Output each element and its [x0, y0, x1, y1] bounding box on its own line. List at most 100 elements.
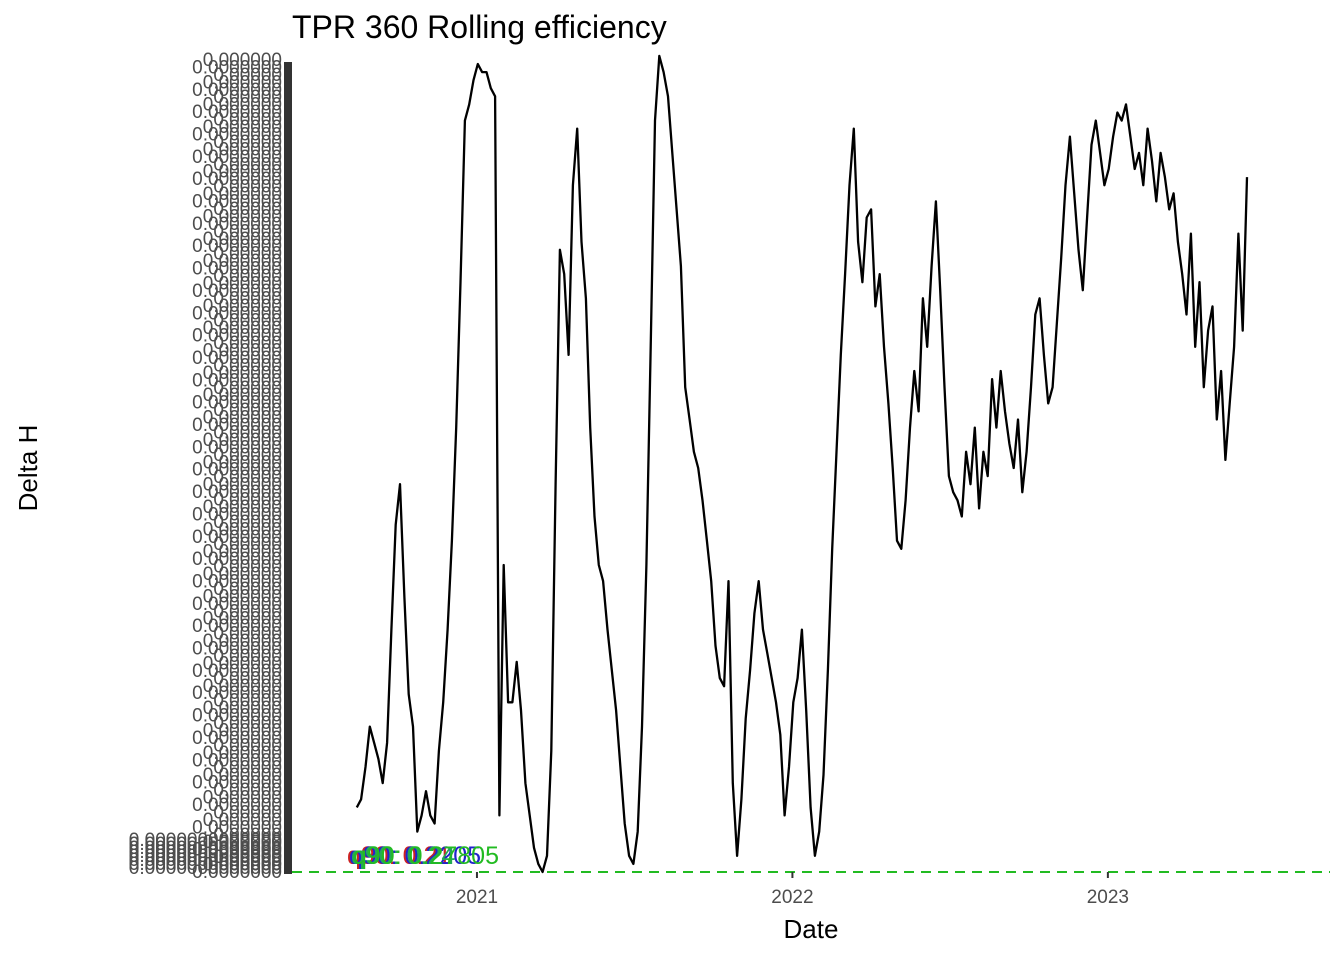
y-tick-label: 0.0000000	[192, 437, 282, 458]
y-tick-label: 0.00000	[213, 87, 282, 108]
y-tick-label: 0.00000	[213, 199, 282, 220]
y-tick-label-stack: 0.00000000.0000000.000000.00000000.00000…	[129, 50, 282, 883]
y-tick-label: 0.000000	[203, 631, 282, 652]
y-tick-label: 0.000000	[203, 497, 282, 518]
y-tick-label: 0.00000	[213, 534, 282, 555]
y-tick-label: 0.00000	[213, 422, 282, 443]
y-tick-label: 0.0000000000000	[129, 830, 282, 851]
y-tick-label: 0.0000000	[192, 124, 282, 145]
y-tick-label: 0.0000000	[192, 348, 282, 369]
y-tick-label: 0.0000000	[192, 862, 282, 883]
y-tick-label: 0.0000000000000	[129, 846, 282, 867]
y-tick-label: 0.00000	[213, 668, 282, 689]
x-axis-ticks: 2021 2022 2023	[456, 872, 1129, 908]
y-tick-label: 0.0000000	[192, 706, 282, 727]
y-tick-label: 0.00000	[213, 847, 282, 868]
quantile-label: q90: 0.27805	[353, 842, 499, 870]
y-tick-label: 0.00000	[213, 288, 282, 309]
quantile-label: q90: 0.21	[347, 842, 451, 870]
y-tick-label: 0.000000	[203, 475, 282, 496]
y-tick-label: 0.00000	[213, 557, 282, 578]
y-tick-label: 0.0000000	[192, 728, 282, 749]
series-line	[355, 54, 1249, 874]
y-tick-label: 0.00000	[213, 579, 282, 600]
y-tick-label: 0.000000	[203, 586, 282, 607]
y-tick-label: 0.0000000	[192, 482, 282, 503]
y-tick-label: 0.0000000	[192, 259, 282, 280]
y-tick-label: 0.00000	[213, 601, 282, 622]
y-tick-label: 0.0000000	[192, 840, 282, 861]
y-tick-label: 0.00000	[213, 691, 282, 712]
y-tick-label: 0.0000000	[192, 192, 282, 213]
y-tick-label: 0.0000000	[192, 639, 282, 660]
y-tick-label: 0.000000	[203, 50, 282, 71]
y-tick-label: 0.00000	[213, 110, 282, 131]
y-tick-label: 0.0000000000000	[129, 838, 282, 859]
y-tick-label: 0.00000	[213, 490, 282, 511]
y-tick-label: 0.00000	[213, 713, 282, 734]
x-tick-label: 2021	[456, 887, 498, 908]
y-tick-label: 0.0000000	[192, 80, 282, 101]
y-tick-label: 0.000000	[203, 653, 282, 674]
y-tick-label: 0.000000	[203, 698, 282, 719]
y-tick-label: 0.0000000000000	[129, 854, 282, 875]
y-tick-label: 0.00000	[213, 758, 282, 779]
y-tick-label: 0.0000000	[192, 683, 282, 704]
chart-title: TPR 360 Rolling efficiency	[292, 9, 667, 45]
quantile-label: q90: 0.2205	[349, 842, 481, 870]
y-tick-label: 0.000000	[203, 363, 282, 384]
y-tick-label: 0.000000	[203, 564, 282, 585]
y-tick-label: 0.000000	[203, 273, 282, 294]
y-tick-label: 0.0000000	[192, 773, 282, 794]
y-tick-label: 0.00000	[213, 154, 282, 175]
x-tick-label: 2022	[771, 887, 813, 908]
y-tick-label: 0.0000000	[192, 370, 282, 391]
y-tick-label: 0.00000	[213, 646, 282, 667]
y-tick-label: 0.000000	[203, 385, 282, 406]
y-tick-label: 0.0000000	[192, 147, 282, 168]
y-tick-label: 0.00000	[213, 467, 282, 488]
y-tick-label: 0.000000	[203, 206, 282, 227]
y-tick-label: 0.000000	[203, 810, 282, 831]
x-axis-label: Date	[784, 914, 839, 944]
y-axis-tick-bar	[284, 62, 292, 874]
y-tick-label: 0.0000000000000	[129, 842, 282, 863]
y-tick-label: 0.000000	[203, 296, 282, 317]
y-tick-label: 0.00000	[213, 65, 282, 86]
y-tick-label: 0.000000	[203, 855, 282, 876]
y-tick-label: 0.0000000	[192, 214, 282, 235]
y-tick-label: 0.0000000	[192, 594, 282, 615]
y-tick-label: 0.000000	[203, 318, 282, 339]
y-tick-label: 0.00000	[213, 512, 282, 533]
y-tick-label: 0.000000	[203, 542, 282, 563]
y-tick-label: 0.000000	[203, 162, 282, 183]
y-tick-label: 0.0000000	[192, 571, 282, 592]
y-tick-label: 0.000000	[203, 720, 282, 741]
y-tick-label: 0.0000000000000	[129, 834, 282, 855]
y-tick-label: 0.0000000	[192, 661, 282, 682]
y-tick-label: 0.000000	[203, 743, 282, 764]
y-tick-label: 0.000000	[203, 95, 282, 116]
y-tick-label: 0.000000	[203, 765, 282, 786]
y-tick-label: 0.00000	[213, 311, 282, 332]
y-tick-label: 0.0000000	[192, 460, 282, 481]
y-tick-label: 0.0000000	[192, 795, 282, 816]
y-tick-label: 0.000000	[203, 832, 282, 853]
y-tick-label: 0.000000	[203, 452, 282, 473]
y-tick-label: 0.0000000	[192, 169, 282, 190]
y-tick-label: 0.00000	[213, 355, 282, 376]
y-tick-label: 0.000000	[203, 788, 282, 809]
y-tick-label: 0.000000	[203, 519, 282, 540]
y-tick-label: 0.0000000	[192, 303, 282, 324]
y-tick-label: 0.0000000	[192, 549, 282, 570]
y-tick-label: 0.000000	[203, 341, 282, 362]
y-tick-label: 0.0000000	[192, 527, 282, 548]
y-tick-label: 0.0000000	[192, 393, 282, 414]
y-tick-label: 0.00000	[213, 221, 282, 242]
y-tick-label: 0.0000000000000	[129, 850, 282, 871]
y-tick-label: 0.0000000	[192, 281, 282, 302]
y-tick-label: 0.0000000000000	[129, 858, 282, 879]
y-tick-label: 0.0000000	[192, 616, 282, 637]
